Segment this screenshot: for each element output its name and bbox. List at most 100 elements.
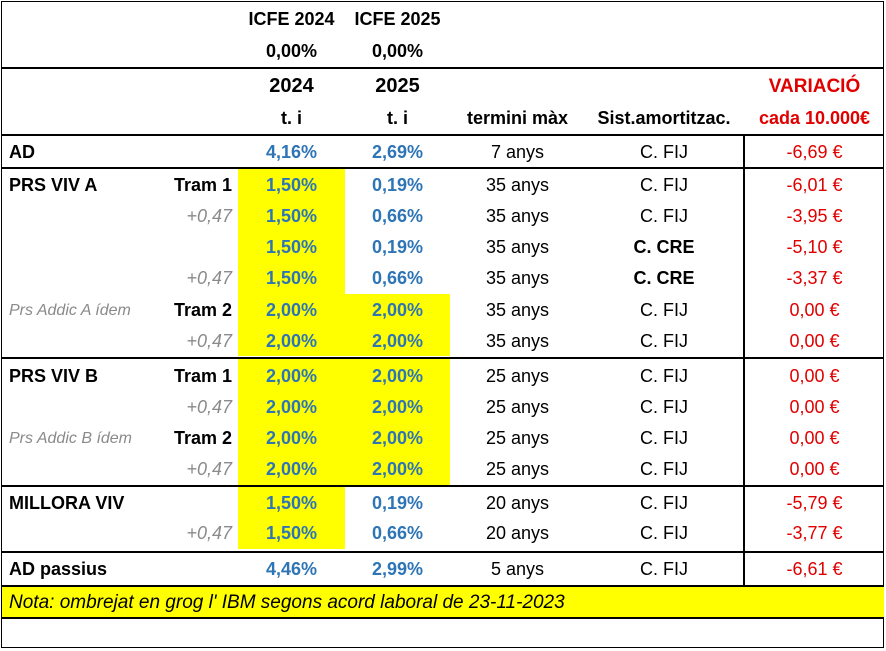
icfe-2024-label: ICFE 2024 (248, 9, 335, 29)
variacio: -6,69 € (786, 142, 843, 162)
termini: 5 anys (490, 559, 545, 579)
highlight-2024-prs-a (238, 168, 345, 294)
row-name: Prs Addic A ídem (9, 302, 131, 319)
sistema: C. FIJ (640, 175, 688, 195)
rate-2024: 2,00% (265, 459, 318, 479)
divider (2, 485, 884, 487)
highlight-2024-2025-prs-b (238, 359, 450, 485)
rate-2025: 0,66% (371, 523, 424, 543)
rate-2024: 1,50% (265, 175, 318, 195)
termini: 35 anys (485, 331, 550, 351)
sistema: C. FIJ (640, 206, 688, 226)
rate-2024: 4,46% (265, 559, 318, 579)
row-sub: +0,47 (186, 206, 232, 226)
termini: 35 anys (485, 237, 550, 257)
cada-header: cada 10.000€ (758, 108, 871, 128)
row-name: PRS VIV A (9, 175, 98, 195)
rate-2025: 2,00% (371, 331, 424, 351)
sistema: C. FIJ (640, 493, 688, 513)
row-sub: Tram 1 (173, 366, 232, 386)
sistema: C. FIJ (640, 523, 688, 543)
termini-header: termini màx (466, 108, 569, 128)
rate-2025: 2,00% (371, 300, 424, 320)
row-sub: Tram 2 (173, 300, 232, 320)
sistema: C. CRE (633, 268, 695, 288)
rate-2025: 2,00% (371, 459, 424, 479)
termini: 35 anys (485, 175, 550, 195)
rate-2025: 2,99% (371, 559, 424, 579)
rate-2025: 2,69% (371, 142, 424, 162)
sistema: C. FIJ (640, 142, 688, 162)
icfe-2025-pct: 0,00% (371, 41, 424, 61)
termini: 35 anys (485, 206, 550, 226)
variacio: 0,00 € (789, 428, 840, 448)
sistema: C. FIJ (640, 428, 688, 448)
rate-2024: 2,00% (265, 300, 318, 320)
ti-2024-header: t. i (281, 108, 302, 128)
sistema: C. FIJ (640, 559, 688, 579)
termini: 25 anys (485, 428, 550, 448)
rate-2024: 1,50% (265, 493, 318, 513)
sistema: C. FIJ (640, 300, 688, 320)
divider (2, 551, 884, 553)
ti-2025-header: t. i (387, 108, 408, 128)
rate-2025: 2,00% (371, 428, 424, 448)
sistema: C. FIJ (640, 459, 688, 479)
rate-2024: 2,00% (265, 428, 318, 448)
icfe-2025-label: ICFE 2025 (354, 9, 441, 29)
variacio: 0,00 € (789, 300, 840, 320)
rate-2025: 0,19% (371, 175, 424, 195)
note-highlight (2, 586, 884, 617)
year-2025-header: 2025 (375, 75, 420, 97)
row-sub: +0,47 (186, 459, 232, 479)
variacio: 0,00 € (789, 331, 840, 351)
rate-2025: 0,66% (371, 206, 424, 226)
termini: 20 anys (485, 493, 550, 513)
variacio: 0,00 € (789, 459, 840, 479)
row-sub: Tram 2 (173, 428, 232, 448)
rate-2024: 4,16% (265, 142, 318, 162)
rate-2024: 1,50% (265, 268, 318, 288)
rate-2024: 1,50% (265, 206, 318, 226)
rate-2025: 2,00% (371, 397, 424, 417)
highlight-2024-millora (238, 487, 345, 549)
termini: 35 anys (485, 268, 550, 288)
year-2024-header: 2024 (269, 75, 314, 97)
termini: 25 anys (485, 459, 550, 479)
sistema: C. FIJ (640, 331, 688, 351)
sistema: C. FIJ (640, 366, 688, 386)
termini: 25 anys (485, 397, 550, 417)
row-name: MILLORA VIV (9, 493, 125, 513)
rate-2024: 1,50% (265, 237, 318, 257)
divider (743, 134, 745, 586)
rate-2025: 0,66% (371, 268, 424, 288)
row-sub: Tram 1 (173, 175, 232, 195)
rate-2024: 1,50% (265, 523, 318, 543)
rate-2024: 2,00% (265, 397, 318, 417)
sistema: C. CRE (633, 237, 695, 257)
variacio: 0,00 € (789, 366, 840, 386)
footnote: Nota: ombrejat en grog l' IBM segons aco… (9, 592, 565, 613)
row-sub: +0,47 (186, 268, 232, 288)
variacio: 0,00 € (789, 397, 840, 417)
row-name: AD (9, 142, 35, 162)
divider (2, 357, 884, 359)
variacio: -3,95 € (786, 206, 843, 226)
divider (2, 134, 884, 136)
divider (2, 67, 884, 69)
row-name: PRS VIV B (9, 366, 99, 386)
row-sub: +0,47 (186, 397, 232, 417)
rate-2024: 2,00% (265, 331, 318, 351)
variacio: -3,37 € (786, 268, 843, 288)
termini: 20 anys (485, 523, 550, 543)
rate-2025: 2,00% (371, 366, 424, 386)
termini: 7 anys (490, 142, 545, 162)
row-sub: +0,47 (186, 523, 232, 543)
icfe-2024-pct: 0,00% (265, 41, 318, 61)
variacio: -3,77 € (786, 523, 843, 543)
rate-2024: 2,00% (265, 366, 318, 386)
variacio: -6,01 € (786, 175, 843, 195)
sistema: C. FIJ (640, 397, 688, 417)
divider (2, 167, 884, 169)
